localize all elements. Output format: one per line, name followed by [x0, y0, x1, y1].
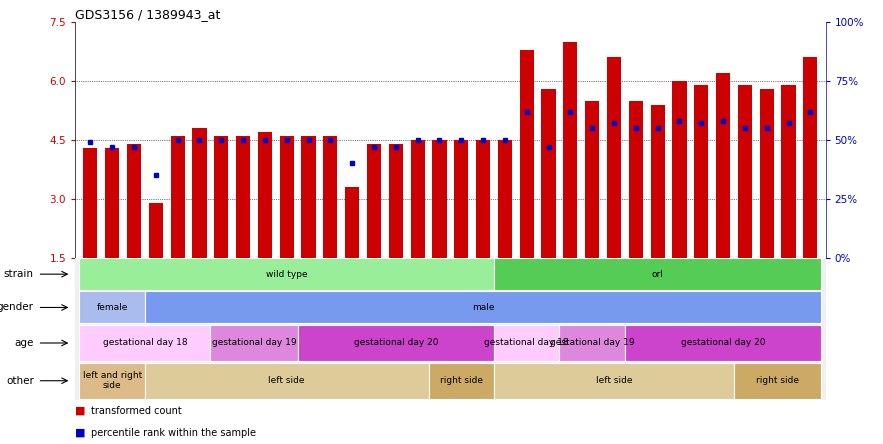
Bar [323, 136, 337, 258]
Bar [541, 89, 555, 258]
Bar [389, 144, 403, 258]
Bar [563, 42, 577, 258]
Bar [498, 140, 512, 258]
Bar [734, 363, 821, 399]
Bar [280, 136, 294, 258]
Bar [494, 363, 734, 399]
Bar [804, 58, 818, 258]
Bar [83, 148, 97, 258]
Bar [215, 136, 229, 258]
Bar [79, 291, 145, 323]
Text: gestational day 18: gestational day 18 [485, 338, 569, 348]
Text: other: other [6, 376, 34, 386]
Text: right side: right side [756, 376, 799, 385]
Bar [79, 363, 145, 399]
Text: gestational day 19: gestational day 19 [212, 338, 297, 348]
Bar [560, 325, 625, 361]
Text: transformed count: transformed count [91, 406, 182, 416]
Bar [694, 85, 708, 258]
Text: percentile rank within the sample: percentile rank within the sample [91, 428, 256, 438]
Text: left and right
side: left and right side [82, 371, 142, 390]
Bar [236, 136, 250, 258]
Text: age: age [14, 338, 34, 348]
Bar [607, 58, 621, 258]
Bar [651, 105, 665, 258]
Text: gestational day 20: gestational day 20 [681, 338, 766, 348]
Text: gestational day 20: gestational day 20 [353, 338, 438, 348]
Bar [298, 325, 494, 361]
Bar [629, 101, 643, 258]
Bar [366, 144, 381, 258]
Bar [585, 101, 600, 258]
Bar [759, 89, 774, 258]
Bar [258, 132, 272, 258]
Bar [476, 140, 490, 258]
Bar [301, 136, 315, 258]
Bar [345, 187, 359, 258]
Bar [411, 140, 425, 258]
Bar [781, 85, 796, 258]
Text: gender: gender [0, 302, 34, 313]
Bar [625, 325, 821, 361]
Bar [79, 325, 210, 361]
Bar [433, 140, 447, 258]
Text: left side: left side [596, 376, 632, 385]
Bar [127, 144, 141, 258]
Bar [454, 140, 468, 258]
Text: gestational day 19: gestational day 19 [550, 338, 635, 348]
Text: wild type: wild type [266, 270, 307, 279]
Text: left side: left side [268, 376, 305, 385]
Bar [192, 128, 207, 258]
Text: gestational day 18: gestational day 18 [102, 338, 187, 348]
Text: ■: ■ [75, 428, 86, 438]
Text: right side: right side [440, 376, 483, 385]
Bar [738, 85, 752, 258]
Bar [494, 258, 821, 290]
Text: orl: orl [652, 270, 663, 279]
Text: ■: ■ [75, 406, 86, 416]
Bar [148, 202, 162, 258]
Bar [519, 50, 534, 258]
Text: female: female [96, 303, 128, 312]
Bar [105, 148, 119, 258]
Bar [716, 73, 730, 258]
Text: strain: strain [4, 269, 34, 279]
Bar [170, 136, 185, 258]
Bar [145, 363, 428, 399]
Bar [210, 325, 298, 361]
Bar [672, 81, 686, 258]
Bar [79, 258, 494, 290]
Bar [428, 363, 494, 399]
Text: male: male [472, 303, 494, 312]
Bar [494, 325, 560, 361]
Text: GDS3156 / 1389943_at: GDS3156 / 1389943_at [75, 8, 221, 21]
